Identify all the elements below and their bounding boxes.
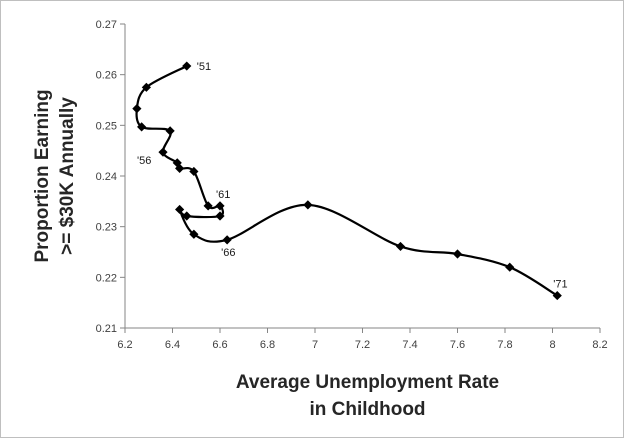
data-point-marker <box>215 201 225 211</box>
axes: 0.21 0.22 0.23 0.24 0.25 0.26 0.27 6.2 6.4 6.6 6.8… <box>96 19 608 351</box>
data-point-marker <box>303 200 313 210</box>
point-label: '66 <box>221 247 235 259</box>
x-tick-label: 7.2 <box>355 339 370 351</box>
data-point-marker <box>141 82 151 92</box>
y-axis-title: >= $30K Annually <box>57 97 78 255</box>
y-tick-label: 0.25 <box>96 120 117 132</box>
point-label: '71 <box>553 279 567 291</box>
point-label: '61 <box>216 189 230 201</box>
data-point-marker <box>395 241 406 252</box>
series-line <box>135 65 558 297</box>
x-axis-title: in Childhood <box>309 399 425 420</box>
data-point-marker <box>222 235 232 245</box>
y-axis-title: Proportion Earning <box>32 89 53 262</box>
data-point-marker <box>158 147 168 157</box>
point-label: '56 <box>137 155 151 167</box>
y-tick-label: 0.22 <box>96 272 117 284</box>
point-label: '51 <box>197 61 211 73</box>
y-tick-label: 0.23 <box>96 222 117 234</box>
y-tick-label: 0.24 <box>96 171 117 183</box>
data-point-marker <box>165 126 175 136</box>
y-tick-label: 0.21 <box>96 323 117 335</box>
data-point-marker <box>137 122 147 132</box>
data-point-marker <box>552 290 562 301</box>
point-label-group: '51 '56 '61 '66 '71 <box>137 61 568 291</box>
x-tick-label: 6.6 <box>212 339 227 351</box>
x-tick-label: 7.8 <box>497 339 512 351</box>
x-tick-label: 8.2 <box>592 339 607 351</box>
axis-title-group: Average Unemployment Rate in Childhood Pro… <box>32 89 499 420</box>
data-point-marker <box>215 211 225 221</box>
data-point-marker <box>452 249 463 259</box>
series-line-group <box>135 65 558 297</box>
data-point-marker <box>175 204 185 215</box>
data-point-marker <box>189 166 199 177</box>
x-tick-label: 7 <box>312 339 318 351</box>
data-point-marker <box>203 201 213 211</box>
x-tick-label: 7.6 <box>450 339 465 351</box>
data-point-marker <box>182 211 192 221</box>
x-tick-label: 6.8 <box>260 339 275 351</box>
marker-group <box>132 61 562 301</box>
data-point-marker <box>182 61 192 71</box>
y-tick-label: 0.27 <box>96 19 117 31</box>
x-tick-label: 7.4 <box>402 339 417 351</box>
data-point-marker <box>189 229 199 239</box>
x-tick-label: 6.2 <box>117 339 132 351</box>
x-axis-title: Average Unemployment Rate <box>236 372 499 393</box>
y-tick-label: 0.26 <box>96 70 117 82</box>
data-point-marker <box>132 104 142 114</box>
x-tick-label: 6.4 <box>165 339 180 351</box>
data-point-marker <box>505 262 515 272</box>
data-point-marker <box>175 163 185 173</box>
x-tick-label: 8 <box>549 339 555 351</box>
